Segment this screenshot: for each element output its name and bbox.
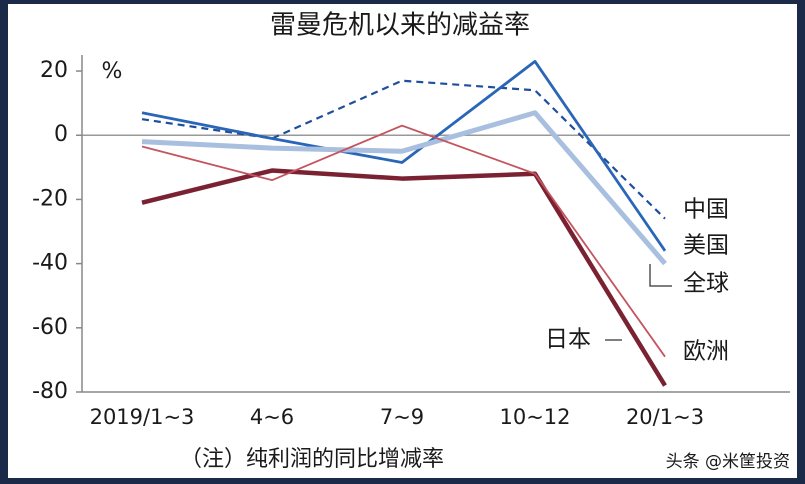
watermark: 头条 @米筐投资 (666, 452, 790, 472)
y-tick-label: -80 (32, 379, 68, 404)
y-unit: % (102, 59, 123, 84)
series-line (141, 110, 667, 266)
y-tick-label: -60 (32, 315, 68, 340)
x-tick-label: 20/1~3 (626, 405, 704, 429)
y-tick-label: -40 (32, 251, 68, 276)
x-tick-label: 7~9 (380, 405, 424, 429)
legend-label: 日本 (545, 327, 591, 353)
series-line (141, 124, 666, 358)
label-leader (649, 264, 672, 287)
series-line (141, 79, 666, 220)
series-line (141, 168, 667, 387)
legend-label: 欧洲 (683, 339, 729, 365)
chart-title: 雷曼危机以来的减益率 (270, 11, 530, 41)
legend-label: 美国 (683, 233, 729, 259)
y-tick-label: -20 (32, 186, 68, 211)
x-tick-label: 10~12 (499, 405, 570, 429)
x-tick-label: 2019/1~3 (90, 405, 195, 429)
legend-label: 中国 (683, 197, 729, 223)
legend-label: 全球 (683, 271, 729, 297)
note: （注）纯利润的同比增减率 (180, 447, 444, 472)
series-line (141, 60, 667, 252)
y-tick-label: 0 (54, 122, 68, 147)
x-tick-label: 4~6 (250, 405, 294, 429)
y-tick-label: 20 (40, 58, 68, 83)
panel (8, 4, 797, 478)
